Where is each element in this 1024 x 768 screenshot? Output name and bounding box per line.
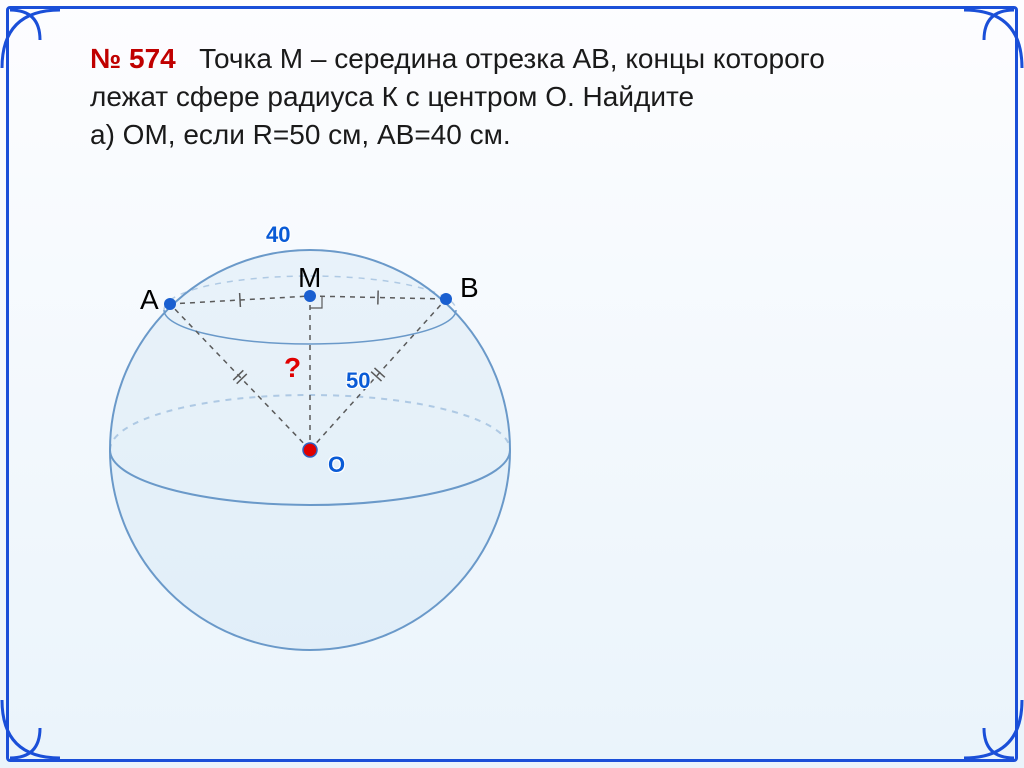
slide-frame: № 574 Точка М – середина отрезка АВ, кон… — [0, 0, 1024, 768]
corner-decoration-tr — [954, 0, 1024, 70]
problem-line-1: Точка М – середина отрезка АВ, концы кот… — [199, 43, 825, 74]
corner-decoration-br — [954, 698, 1024, 768]
label-m: M — [298, 262, 321, 294]
sphere-diagram: A B M O 40 50 ? — [70, 200, 570, 700]
problem-line-2: лежат сфере радиуса К с центром О. Найди… — [90, 81, 694, 112]
corner-decoration-bl — [0, 698, 70, 768]
label-b: B — [460, 272, 479, 304]
label-40: 40 — [266, 222, 290, 248]
problem-number: № 574 — [90, 43, 176, 74]
label-o: O — [328, 452, 345, 478]
problem-text-block: № 574 Точка М – середина отрезка АВ, кон… — [90, 40, 934, 153]
problem-line-3: а) ОМ, если R=50 см, АВ=40 см. — [90, 119, 511, 150]
label-a: A — [140, 284, 159, 316]
corner-decoration-tl — [0, 0, 70, 70]
label-question: ? — [284, 352, 301, 384]
label-50: 50 — [346, 368, 370, 394]
